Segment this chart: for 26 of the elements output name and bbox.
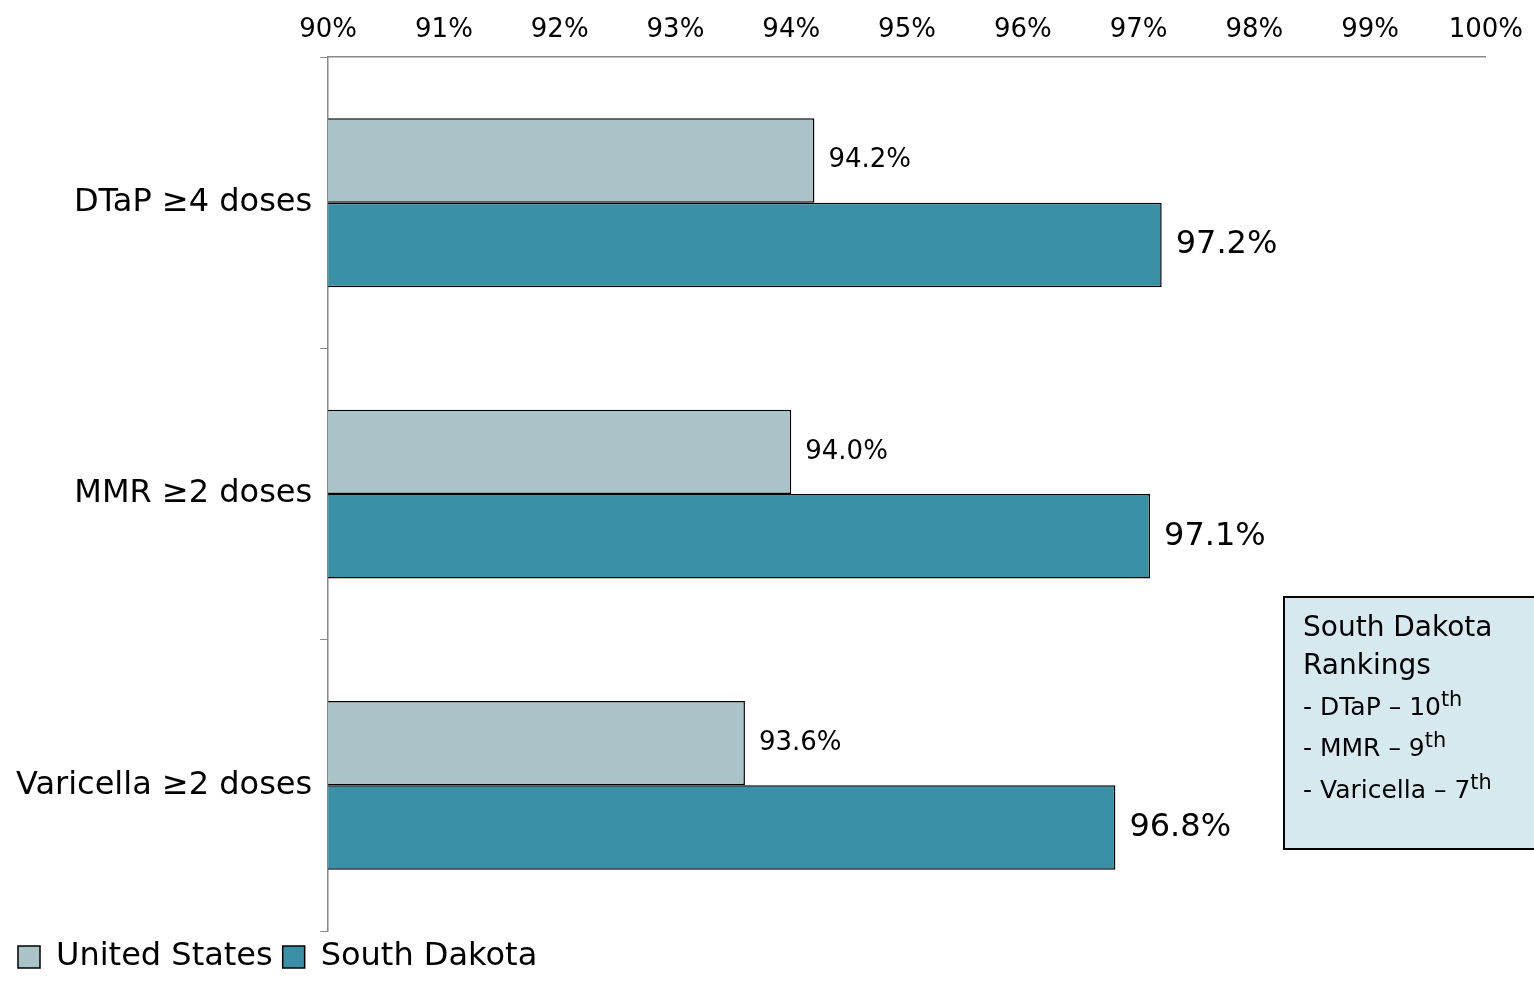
data-label: 93.6%: [758, 725, 842, 756]
x-tick-label: 90%: [299, 13, 358, 44]
data-label: 97.2%: [1175, 223, 1278, 262]
data-label: 96.8%: [1129, 805, 1232, 844]
annotation: - Varicella – 7$^{th}$: [1303, 768, 1493, 807]
legend-label: South Dakota: [320, 935, 538, 974]
annotation: - DTaP – 10$^{th}$: [1303, 685, 1464, 723]
x-tick-label: 99%: [1341, 13, 1399, 44]
x-tick-label: 97%: [1109, 13, 1168, 44]
annotation: - MMR – 9$^{th}$: [1303, 727, 1448, 765]
data-label: 94.2%: [828, 143, 911, 174]
legend-label: United States: [56, 935, 273, 974]
x-tick-label: 93%: [646, 13, 705, 44]
y-tick-label: MMR ≥2 doses: [74, 472, 313, 511]
x-tick-label: 96%: [993, 13, 1052, 44]
x-tick-label: 92%: [530, 13, 589, 44]
data-label: 97.1%: [1164, 514, 1266, 553]
x-tick-label: 98%: [1225, 13, 1284, 44]
y-tick-label: DTaP ≥4 doses: [73, 181, 313, 220]
data-label: 94.0%: [805, 434, 888, 465]
x-tick-label: 94%: [762, 13, 821, 44]
x-tick-label: 91%: [415, 13, 473, 44]
x-tick-label: 100%: [1448, 13, 1524, 44]
y-tick-label: Varicella ≥2 doses: [16, 763, 313, 802]
annotation: South Dakota Rankings: [1303, 609, 1494, 683]
x-tick-label: 95%: [878, 13, 936, 44]
